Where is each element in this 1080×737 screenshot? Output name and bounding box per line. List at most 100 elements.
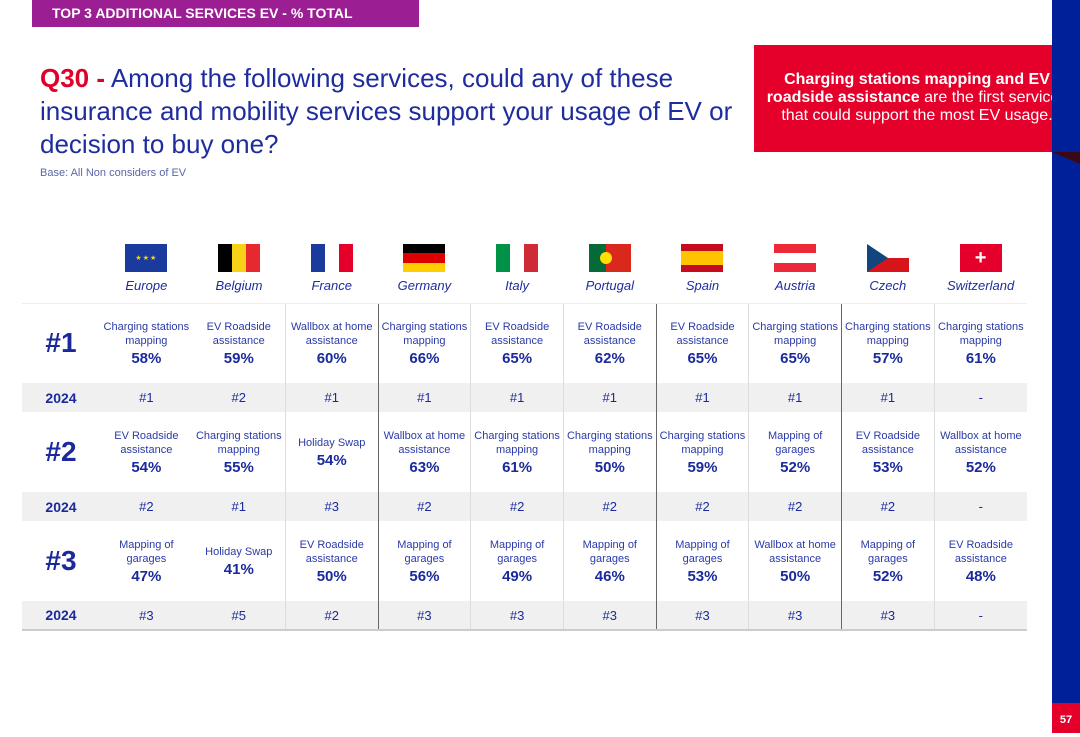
service-name: Mapping of garages (582, 538, 637, 565)
service-name: EV Roadside assistance (948, 538, 1013, 565)
service-percent: 63% (409, 458, 440, 476)
service-name: Mapping of garages (767, 429, 823, 456)
service-percent: 57% (872, 349, 903, 367)
previous-rank: - (933, 492, 1027, 521)
service-percent: 65% (780, 349, 811, 367)
country-header-row: ★★★ Europe Belgium France Germany Italy Portug… (22, 238, 1027, 304)
service-percent: 48% (965, 567, 996, 585)
service-percent: 50% (594, 458, 625, 476)
service-cell: Mapping of garages 52% (841, 521, 935, 601)
service-name: EV Roadside assistance (206, 320, 271, 347)
previous-rank: #1 (655, 383, 749, 412)
flag-belgium-icon (218, 244, 261, 272)
service-cell: Mapping of garages 56% (377, 521, 471, 601)
service-cell: Charging stations mapping 65% (748, 303, 842, 383)
previous-rank: #3 (748, 601, 842, 631)
service-cell: Mapping of garages 49% (470, 521, 564, 601)
previous-rank: #1 (748, 383, 842, 412)
previous-rank: #2 (841, 492, 935, 521)
service-name: Charging stations mapping (474, 429, 560, 456)
country-europe: ★★★ Europe (100, 238, 193, 304)
rank-label: #2 (45, 436, 77, 467)
service-percent: 65% (502, 349, 533, 367)
service-cell: Charging stations mapping 61% (470, 412, 564, 492)
service-cell: Mapping of garages 53% (655, 521, 749, 601)
previous-rank: - (933, 601, 1027, 631)
previous-rank: #2 (470, 492, 564, 521)
service-percent: 53% (687, 567, 718, 585)
year-label: 2024 (45, 389, 77, 406)
section-banner: TOP 3 ADDITIONAL SERVICES EV - % TOTAL M… (32, 0, 419, 48)
previous-rank: #1 (562, 383, 657, 412)
service-name: Holiday Swap (205, 545, 273, 558)
country-italy: Italy (470, 238, 564, 304)
country-name: Germany (397, 278, 452, 293)
country-name: Spain (685, 278, 720, 293)
service-percent: 66% (409, 349, 440, 367)
flag-france-icon (310, 244, 353, 272)
service-name: Charging stations mapping (103, 320, 190, 347)
previous-rank: #3 (841, 601, 935, 631)
previous-rank: #1 (377, 383, 471, 412)
service-cell: EV Roadside assistance 50% (284, 521, 379, 601)
service-cell: Charging stations mapping 57% (841, 303, 935, 383)
previous-year-row: 2024 #2 #1 #3 #2 #2 #2 #2 #2 #2- (22, 492, 1027, 521)
service-percent: 61% (502, 458, 533, 476)
service-name: EV Roadside assistance (299, 538, 364, 565)
service-name: Wallbox at home assistance (940, 429, 1022, 456)
service-name: Wallbox at home assistance (754, 538, 836, 565)
flag-italy-icon (496, 244, 539, 272)
previous-rank: #3 (100, 601, 193, 631)
previous-rank: #2 (655, 492, 749, 521)
service-name: Mapping of garages (119, 538, 174, 565)
country-spain: Spain (656, 238, 749, 304)
service-name: Mapping of garages (860, 538, 916, 565)
previous-year-row: 2024 #3 #5 #2 #3 #3 #3 #3 #3 #3- (22, 601, 1027, 631)
service-name: EV Roadside assistance (577, 320, 642, 347)
country-belgium: Belgium (192, 238, 286, 304)
service-name: EV Roadside assistance (670, 320, 735, 347)
service-percent: 60% (316, 349, 347, 367)
service-cell: EV Roadside assistance 54% (100, 412, 193, 492)
previous-rank: #2 (748, 492, 842, 521)
service-percent: 52% (872, 567, 903, 585)
previous-rank: #1 (470, 383, 564, 412)
service-cell: Charging stations mapping 50% (562, 412, 657, 492)
service-percent: 50% (780, 567, 811, 585)
service-percent: 65% (687, 349, 718, 367)
service-percent: 59% (223, 349, 254, 367)
previous-rank: #5 (192, 601, 286, 631)
previous-rank: #1 (284, 383, 379, 412)
country-germany: Germany (378, 238, 471, 304)
country-portugal: Portugal (563, 238, 657, 304)
previous-rank: #1 (192, 492, 286, 521)
service-name: EV Roadside assistance (484, 320, 550, 347)
rank-row: #1 Charging stations mapping 58% EV Roadsid… (22, 303, 1027, 383)
service-name: Charging stations mapping (195, 429, 282, 456)
service-cell: Holiday Swap 41% (193, 521, 286, 601)
service-cell: EV Roadside assistance 59% (193, 303, 286, 383)
service-percent: 52% (965, 458, 996, 476)
country-name: Italy (505, 278, 530, 293)
page-title: Q30 - Among the following services, coul… (40, 62, 740, 161)
service-percent: 53% (872, 458, 903, 476)
service-percent: 62% (594, 349, 625, 367)
year-label: 2024 (45, 498, 77, 515)
flag-germany-icon (403, 244, 446, 272)
service-percent: 49% (502, 567, 533, 585)
service-name: Mapping of garages (397, 538, 452, 565)
service-cell: Wallbox at home assistance 63% (377, 412, 471, 492)
rank-row: #3 Mapping of garages 47% Holiday Swap 41% EV… (22, 521, 1027, 601)
year-label: 2024 (45, 607, 77, 623)
flag-spain-icon (681, 244, 724, 272)
previous-year-row: 2024 #1 #2 #1 #1 #1 #1 #1 #1 #1- (22, 383, 1027, 412)
previous-rank: #3 (284, 492, 379, 521)
flag-austria-icon (774, 244, 817, 272)
service-percent: 59% (687, 458, 718, 476)
callout-fold (1052, 152, 1080, 164)
page-number: 57 (1052, 703, 1080, 733)
country-name: France (311, 278, 352, 293)
country-czech: Czech (841, 238, 935, 304)
previous-rank: #2 (377, 492, 471, 521)
service-cell: Charging stations mapping 55% (193, 412, 286, 492)
